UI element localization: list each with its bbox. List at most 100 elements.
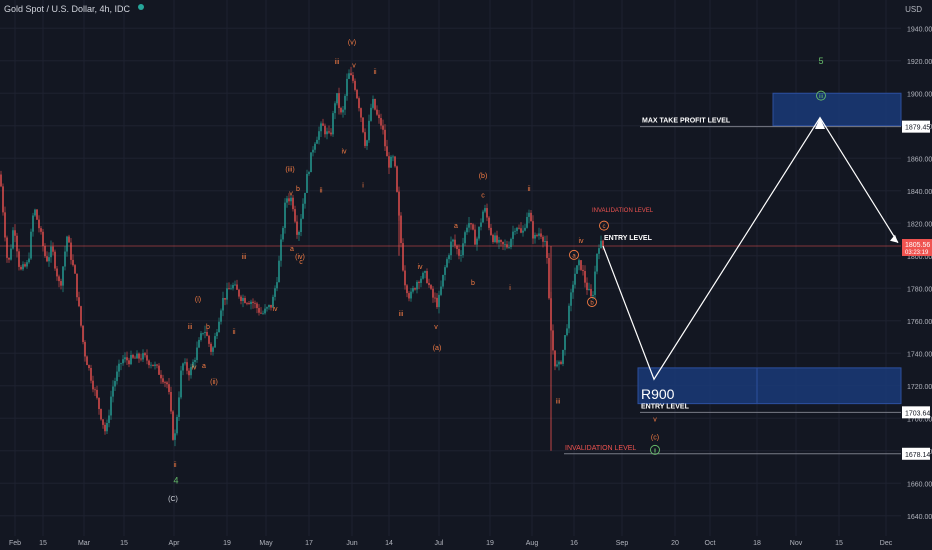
x-tick-label: Feb xyxy=(9,540,21,547)
candle-body xyxy=(434,297,436,299)
y-tick-label: 1720.00 xyxy=(907,384,932,391)
candle-body xyxy=(232,285,234,289)
candle-body xyxy=(36,209,38,220)
wave-label: v xyxy=(289,191,293,198)
candle-body xyxy=(504,244,506,246)
candle-body xyxy=(132,354,134,358)
candle-body xyxy=(18,251,20,267)
candle-body xyxy=(46,256,48,262)
candle-body xyxy=(0,174,2,187)
candle-body xyxy=(246,302,248,304)
price-axis[interactable]: 1640.001660.001680.001700.001720.001740.… xyxy=(902,26,932,521)
candle-body xyxy=(416,281,418,290)
candle-body xyxy=(168,384,170,392)
wave-label: b xyxy=(296,186,300,193)
projection xyxy=(602,116,899,381)
wave-label: v xyxy=(434,324,438,331)
candle-body xyxy=(68,236,70,243)
wave-label: ii xyxy=(319,187,323,194)
candle-body xyxy=(70,242,72,260)
candle-body xyxy=(402,243,404,271)
candle-body xyxy=(490,227,492,235)
wave-label: a xyxy=(202,363,206,370)
candle-body xyxy=(258,308,260,313)
circled-wave-label: iii xyxy=(819,94,823,100)
candle-body xyxy=(328,131,330,133)
candle-body xyxy=(496,235,498,243)
candle-body xyxy=(454,239,456,246)
candle-body xyxy=(438,294,440,308)
wave-label: iv xyxy=(341,148,347,155)
x-tick-label: 15 xyxy=(835,540,843,547)
candle-body xyxy=(526,216,528,228)
candle-body xyxy=(482,211,484,223)
candle-body xyxy=(276,282,278,289)
candle-body xyxy=(248,303,250,305)
candle-body xyxy=(298,232,300,235)
candle-body xyxy=(140,358,142,360)
candle-body xyxy=(572,284,574,293)
candle-body xyxy=(532,221,534,239)
candle-body xyxy=(546,241,548,259)
candle-body xyxy=(116,371,118,382)
candle-body xyxy=(94,389,96,391)
candle-body xyxy=(602,240,604,247)
candle-body xyxy=(40,228,42,232)
candle-body xyxy=(6,237,8,258)
candle-body xyxy=(32,215,34,232)
candle-body xyxy=(436,297,438,308)
wave-label: (b) xyxy=(479,173,488,180)
candle-body xyxy=(574,273,576,285)
candle-body xyxy=(44,246,46,257)
candle-body xyxy=(186,362,188,371)
candle-body xyxy=(522,230,524,233)
wave-label: iv xyxy=(191,365,197,372)
candle-body xyxy=(260,312,262,314)
candle-body xyxy=(282,227,284,240)
candle-timer: 03:23:19 xyxy=(905,250,929,256)
candle-body xyxy=(20,266,22,270)
candle-body xyxy=(306,173,308,193)
candle-body xyxy=(316,139,318,144)
candle-body xyxy=(124,357,126,360)
wave-label: a xyxy=(454,223,458,230)
wave-label: iii xyxy=(242,254,247,261)
wave-label: v xyxy=(352,62,356,69)
candle-body xyxy=(508,247,510,248)
candle-body xyxy=(510,238,512,248)
price-tag xyxy=(902,120,930,133)
circled-wave-marker xyxy=(569,249,579,260)
candle-body xyxy=(368,120,370,141)
price-tag-text: 1703.64 xyxy=(905,410,930,417)
x-tick-label: 17 xyxy=(305,540,313,547)
candle-body xyxy=(320,123,322,132)
circled-wave-marker xyxy=(599,220,609,231)
candle-body xyxy=(56,268,58,277)
candle-body xyxy=(362,117,364,133)
candle-body xyxy=(50,246,52,258)
candle-body xyxy=(290,197,292,202)
y-tick-label: 1760.00 xyxy=(907,319,932,326)
wave-label: (C) xyxy=(168,496,178,503)
candle-body xyxy=(64,251,66,267)
price-tag-text: 1678.14 xyxy=(905,452,930,459)
price-tag-text: 1879.45 xyxy=(905,125,930,132)
candle-body xyxy=(42,231,44,247)
candle-body xyxy=(218,321,220,333)
candle-body xyxy=(214,336,216,348)
candle-body xyxy=(592,294,594,297)
candle-body xyxy=(234,284,236,286)
candle-body xyxy=(240,296,242,302)
wave-label: v xyxy=(653,417,657,424)
wave-label: (iv) xyxy=(295,254,305,261)
candle-body xyxy=(270,304,272,308)
time-axis[interactable]: Feb 15 Mar 15 Apr 19 May 17 Jun 14 Jul 19 Aug 16 Sep 20… xyxy=(9,540,893,547)
candle-body xyxy=(370,107,372,121)
candle-body xyxy=(542,236,544,242)
wave-label: (iii) xyxy=(285,166,294,173)
candle-body xyxy=(292,197,294,210)
y-tick-label: 1940.00 xyxy=(907,26,932,33)
market-status-icon xyxy=(138,4,144,10)
candle-body xyxy=(300,218,302,233)
